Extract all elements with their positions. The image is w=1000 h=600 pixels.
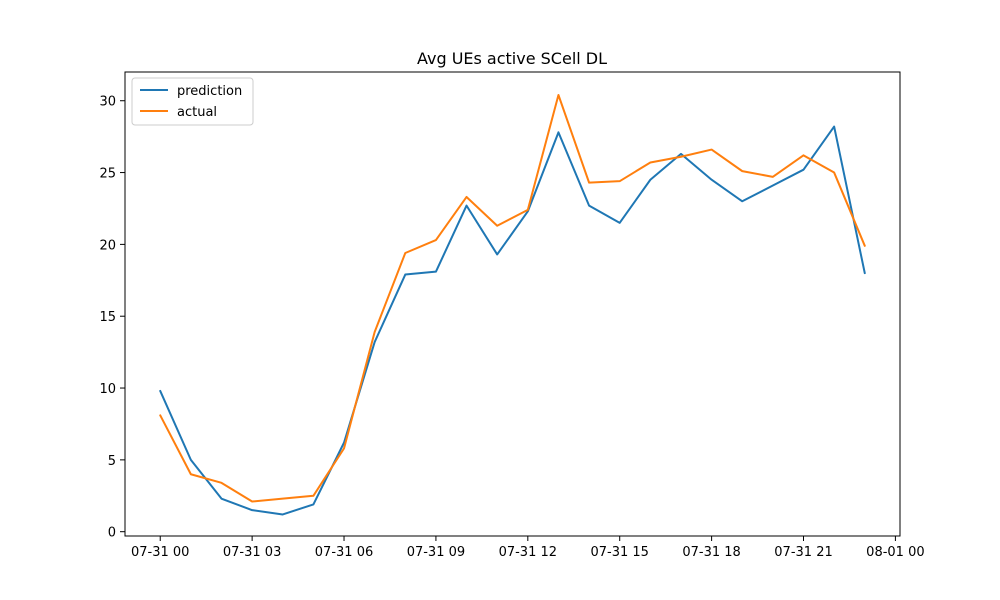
plot-area xyxy=(124,71,901,537)
x-tick-label: 07-31 18 xyxy=(682,545,740,560)
legend-label: actual xyxy=(177,105,217,120)
legend: prediction actual xyxy=(131,77,254,126)
chart-title: Avg UEs active SCell DL xyxy=(417,49,607,68)
y-tick-label: 10 xyxy=(99,382,116,397)
x-tick-label: 07-31 03 xyxy=(223,545,281,560)
x-tick-label: 07-31 06 xyxy=(315,545,373,560)
legend-label: prediction xyxy=(177,84,242,99)
series-group xyxy=(159,93,866,516)
y-axis: 0 5 10 15 20 25 30 xyxy=(99,95,125,541)
y-tick-label: 20 xyxy=(99,238,116,253)
plot-frame xyxy=(124,71,901,537)
series-line-actual xyxy=(159,93,866,503)
series-line-prediction xyxy=(159,125,866,516)
x-tick-label: 07-31 12 xyxy=(499,545,557,560)
y-tick-label: 5 xyxy=(108,454,116,469)
x-tick-label: 07-31 15 xyxy=(590,545,648,560)
y-tick-label: 0 xyxy=(108,526,116,541)
x-tick-label: 07-31 21 xyxy=(774,545,832,560)
x-tick-label: 07-31 00 xyxy=(131,545,189,560)
y-tick-label: 15 xyxy=(99,310,116,325)
x-tick-label: 07-31 09 xyxy=(407,545,465,560)
x-axis: 07-31 00 07-31 03 07-31 06 07-31 09 07-31 12… xyxy=(131,536,925,560)
x-tick-label: 08-01 00 xyxy=(866,545,924,560)
y-tick-label: 25 xyxy=(99,167,116,182)
y-tick-label: 30 xyxy=(99,95,116,110)
